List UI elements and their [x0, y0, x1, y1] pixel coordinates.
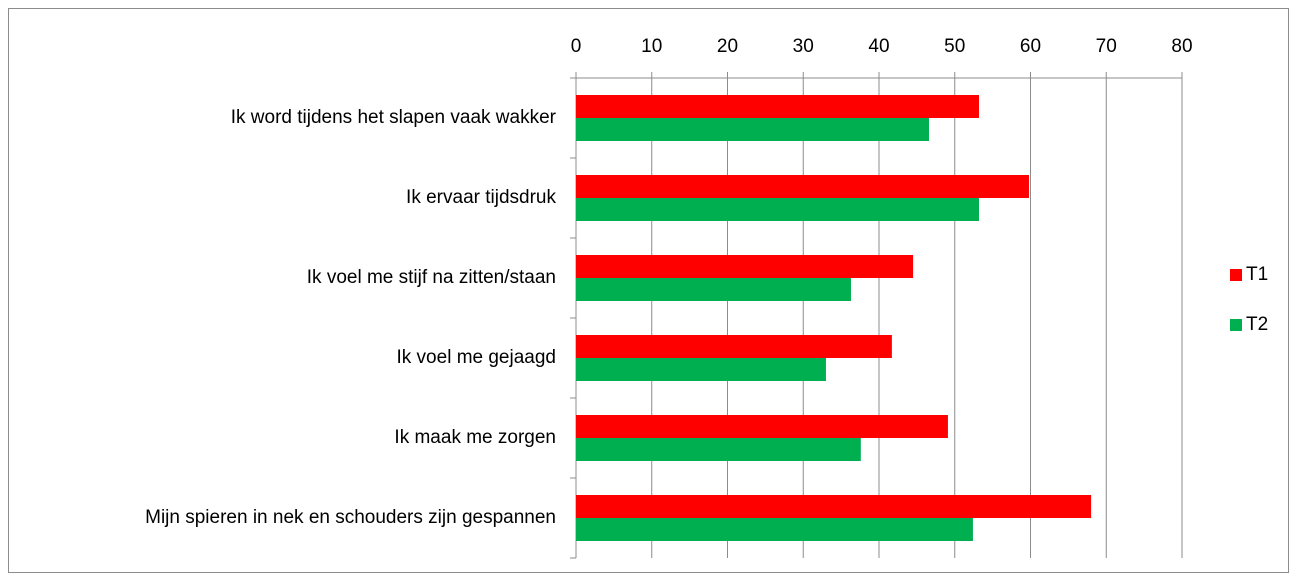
y-tick-label: Ik ervaar tijdsdruk [406, 187, 556, 208]
bar [576, 518, 973, 541]
x-tick-label: 0 [571, 36, 582, 57]
bar [576, 495, 1092, 518]
y-tick-label: Ik voel me gejaagd [397, 347, 557, 368]
x-tick-label: 30 [793, 36, 814, 57]
bar [576, 175, 1029, 198]
legend-swatch [1230, 319, 1242, 331]
bar [576, 198, 979, 221]
x-tick-label: 10 [641, 36, 662, 57]
bar [576, 278, 851, 301]
bar [576, 118, 929, 141]
y-tick-label: Ik maak me zorgen [394, 427, 556, 448]
bar [576, 255, 914, 278]
bar [576, 438, 861, 461]
y-tick-label: Ik voel me stijf na zitten/staan [307, 267, 556, 288]
x-tick-label: 60 [1020, 36, 1041, 57]
y-tick-label: Mijn spieren in nek en schouders zijn ge… [145, 507, 556, 528]
x-tick-label: 20 [717, 36, 738, 57]
legend-label: T1 [1246, 264, 1268, 285]
bar [576, 335, 892, 358]
y-tick-label: Ik word tijdens het slapen vaak wakker [231, 107, 557, 128]
bar [576, 415, 948, 438]
x-tick-label: 40 [868, 36, 889, 57]
legend-label: T2 [1246, 314, 1268, 335]
bar [576, 358, 826, 381]
x-tick-label: 50 [944, 36, 965, 57]
bar [576, 95, 979, 118]
legend-swatch [1230, 269, 1242, 281]
x-tick-label: 70 [1096, 36, 1117, 57]
x-tick-label: 80 [1171, 36, 1192, 57]
